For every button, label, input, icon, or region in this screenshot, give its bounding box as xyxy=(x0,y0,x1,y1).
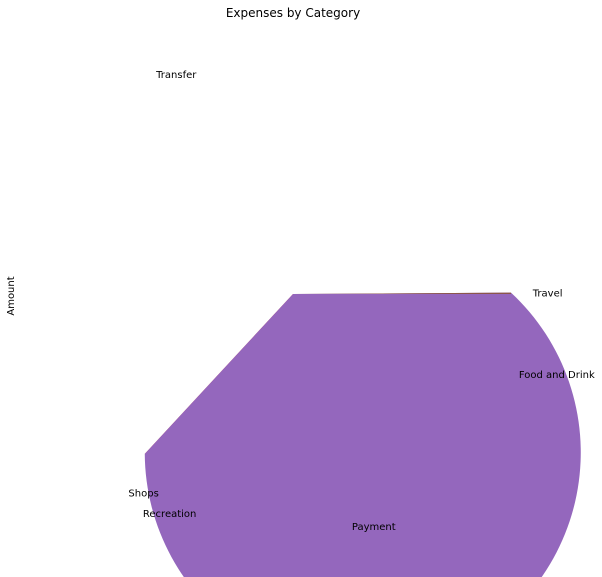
chart-title: Expenses by Category xyxy=(226,6,360,20)
slice-label-payment: Payment xyxy=(352,522,396,533)
pie-slices xyxy=(144,292,581,577)
y-axis-label: Amount xyxy=(6,276,17,315)
slice-label-transfer: Transfer xyxy=(155,70,197,81)
slice-label-travel: Travel xyxy=(532,289,563,300)
pie-labels: Food and Drink Payment Recreation Shops Tran… xyxy=(128,70,595,533)
slice-label-recreation: Recreation xyxy=(143,509,196,520)
pie-slice-travel xyxy=(293,292,511,294)
slice-label-food-and-drink: Food and Drink xyxy=(519,370,595,381)
slice-label-shops: Shops xyxy=(128,488,158,499)
pie-slice-transfer xyxy=(144,292,581,577)
